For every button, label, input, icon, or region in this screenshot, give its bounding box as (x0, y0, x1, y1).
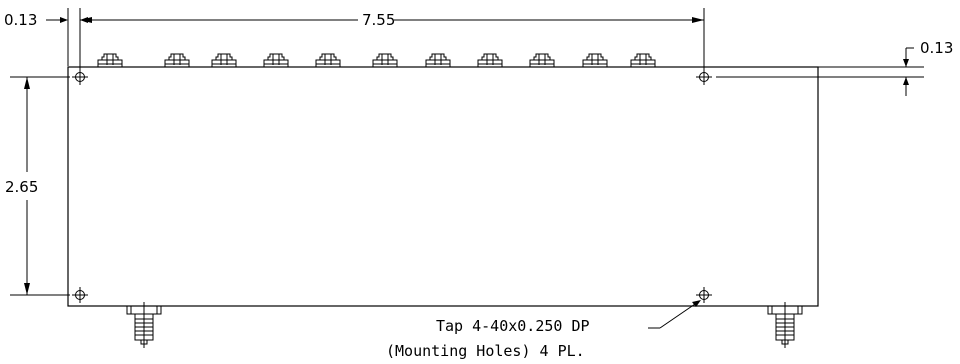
top-connector (97, 53, 123, 68)
dim-height-label: 2.65 (5, 178, 38, 196)
top-connector (263, 53, 289, 68)
top-connector (315, 53, 341, 68)
mounting-hole-top-right (695, 68, 713, 86)
top-connector (211, 53, 237, 68)
mounting-hole-bottom-left (71, 286, 89, 304)
mounting-hole-top-left (71, 68, 89, 86)
dim-overall-width-label: 7.55 (362, 11, 395, 29)
top-connector (630, 53, 656, 68)
note-leader (648, 300, 701, 329)
dim-right-offset-label: 0.13 (920, 39, 953, 57)
top-connector (529, 53, 555, 68)
dimension-overall-width (80, 8, 705, 70)
top-connector (477, 53, 503, 68)
dim-left-offset-label: 0.13 (4, 11, 37, 29)
dimension-right-offset (716, 47, 924, 96)
dimension-left-offset (46, 8, 88, 70)
enclosure-outline (67, 66, 819, 307)
note-line-1: Tap 4-40x0.250 DP (436, 317, 590, 335)
top-connectors (97, 53, 656, 68)
bottom-connector-right (767, 301, 803, 349)
bottom-connector-left (126, 301, 162, 349)
top-connector (372, 53, 398, 68)
dimension-height (10, 76, 70, 296)
note-line-2: (Mounting Holes) 4 PL. (386, 342, 585, 360)
top-connector (582, 53, 608, 68)
top-connector (164, 53, 190, 68)
top-connector (425, 53, 451, 68)
